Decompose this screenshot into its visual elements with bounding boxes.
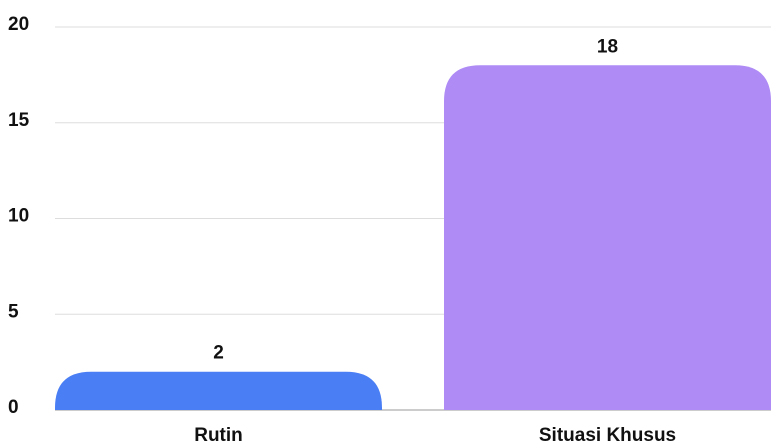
- y-tick-label: 0: [8, 397, 19, 418]
- data-label: 18: [597, 36, 618, 57]
- y-tick-label: 20: [8, 14, 29, 35]
- bar: [444, 65, 771, 411]
- data-label: 2: [213, 343, 224, 364]
- bar: [55, 371, 382, 410]
- y-tick-label: 5: [8, 301, 19, 322]
- y-tick-label: 15: [8, 110, 30, 131]
- y-tick-label: 10: [8, 206, 29, 227]
- x-tick-label: Rutin: [194, 425, 243, 445]
- x-tick-label: Situasi Khusus: [539, 425, 676, 445]
